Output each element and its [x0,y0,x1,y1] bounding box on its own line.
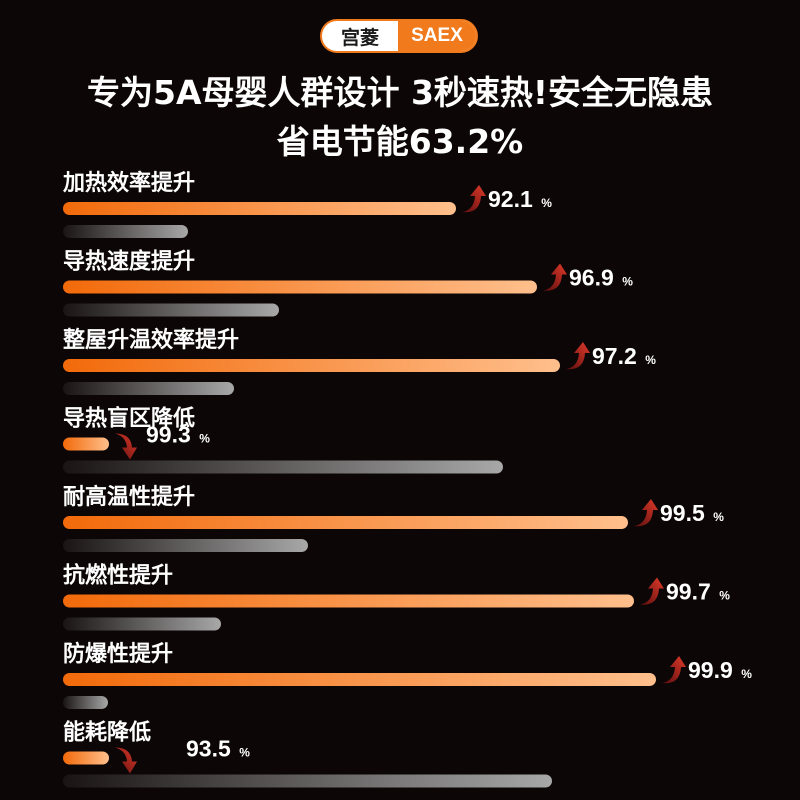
value-unit: % [622,275,633,289]
value-label: 99.5 [660,500,705,526]
value-unit: % [713,510,724,524]
trend-down-icon [115,433,137,460]
trend-up-icon [566,342,590,370]
category-label: 加热效率提升 [62,170,195,196]
value-label: 96.9 [569,265,614,291]
category-label: 导热速度提升 [63,249,195,275]
category-label: 整屋升温效率提升 [63,327,239,353]
comparison-bar [63,539,308,552]
comparison-bar [63,774,552,788]
value-unit: % [541,196,552,210]
category-label: 抗燃性提升 [63,563,173,589]
headline-line-1: 专为5A母婴人群设计 3秒速热!安全无隐患 [86,73,713,112]
value-label: 92.1 [488,186,533,212]
value-label: 97.2 [592,343,637,369]
comparison-bar [63,382,234,395]
value-label: 99.7 [666,579,711,605]
value-bar [63,202,456,215]
value-bar [63,280,537,294]
trend-up-icon [640,577,664,605]
comparison-bar [63,617,221,631]
value-bar [63,751,109,765]
value-label: 99.3 [146,422,191,448]
value-bar [63,359,560,372]
category-label: 防爆性提升 [63,641,173,667]
value-label: 93.5 [186,736,231,762]
headline-line-2: 省电节能63.2% [276,122,524,161]
value-bar [63,673,656,686]
brand-badge: 宫菱 SAEX [320,19,478,53]
value-unit: % [645,353,656,367]
category-label: 导热盲区降低 [63,406,195,432]
comparison-bar [63,225,188,238]
brand-english-name: SAEX [398,21,476,51]
value-bar [63,437,109,451]
trend-down-icon [115,747,137,774]
value-unit: % [719,589,730,603]
value-unit: % [239,746,250,760]
trend-up-icon [543,263,567,291]
value-bar [63,594,634,608]
value-label: 99.9 [688,657,733,683]
value-unit: % [199,432,210,446]
value-bar [63,516,628,529]
trend-up-icon [662,656,686,684]
category-label: 能耗降低 [63,720,151,746]
value-unit: % [741,667,752,681]
category-label: 耐高温性提升 [63,484,195,510]
comparison-bar [63,460,503,474]
brand-chinese-name: 宫菱 [340,26,379,49]
trend-up-icon [462,185,486,213]
comparison-bar [63,696,108,709]
comparison-bar [63,303,279,317]
trend-up-icon [634,499,658,527]
